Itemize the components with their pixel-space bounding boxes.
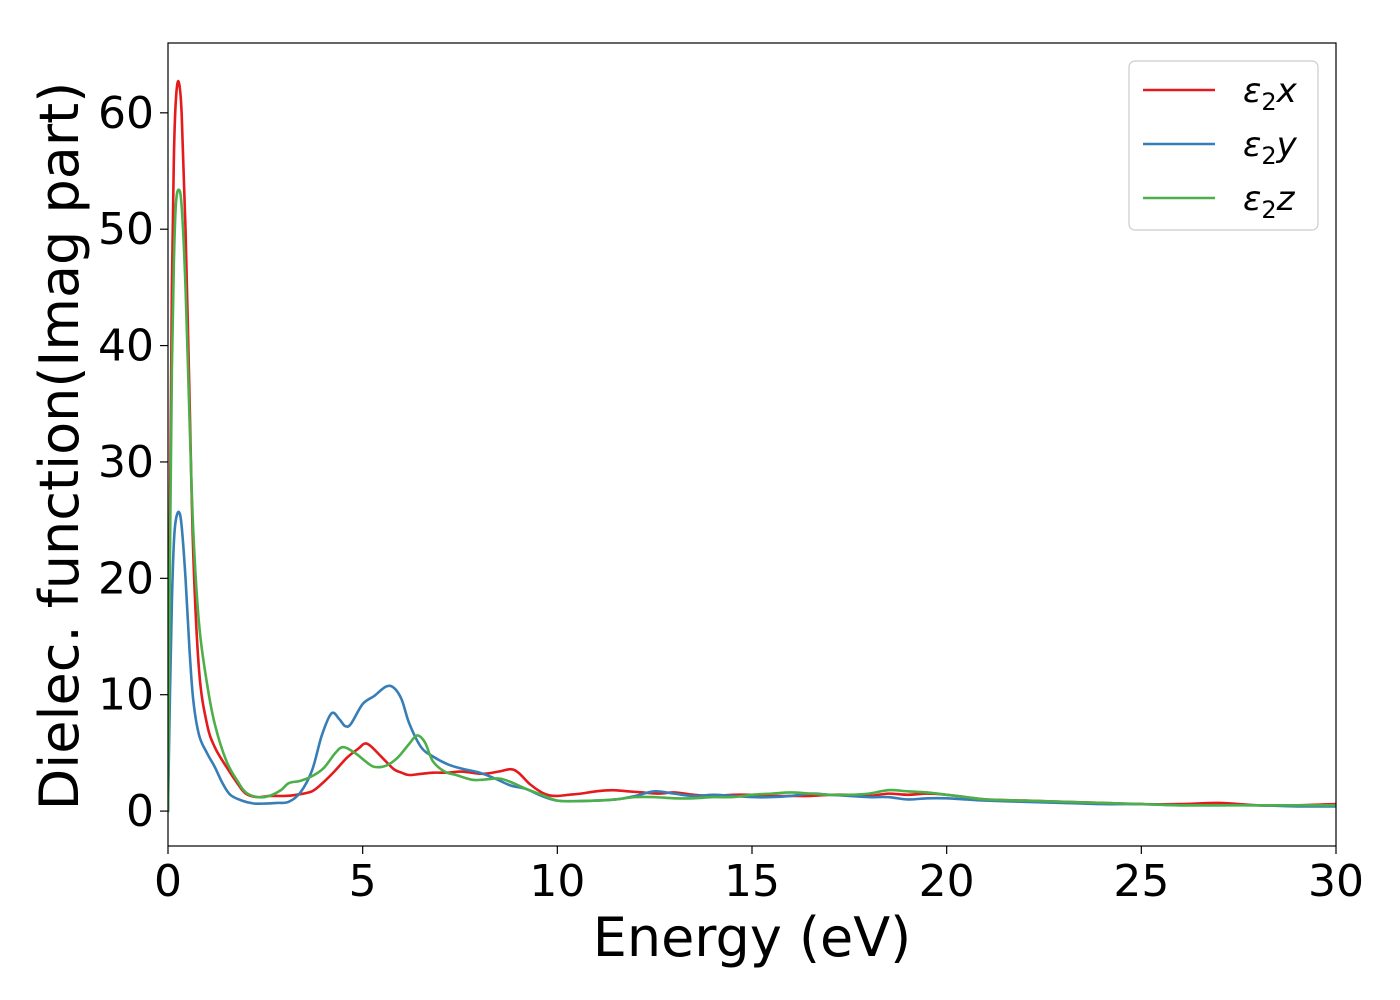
legend-label-eps2x: ε2x xyxy=(1243,71,1298,116)
x-tick-label: 25 xyxy=(1113,856,1169,907)
series-line-eps2z xyxy=(168,188,1336,813)
y-axis: 0 10 20 30 40 50 60 xyxy=(98,88,168,837)
x-tick-label: 10 xyxy=(529,856,585,907)
legend-subscript: 2 xyxy=(1261,142,1276,170)
legend-axis-letter: y xyxy=(1276,125,1298,165)
legend-subscript: 2 xyxy=(1261,196,1276,224)
y-tick-label: 30 xyxy=(98,437,154,488)
y-axis-label: Dielec. function(Imag part) xyxy=(28,82,91,811)
y-tick-label: 0 xyxy=(126,786,154,837)
y-tick-label: 20 xyxy=(98,553,154,604)
series-layer xyxy=(168,79,1336,813)
x-tick-label: 20 xyxy=(919,856,975,907)
y-tick-label: 10 xyxy=(98,670,154,721)
legend-label-eps2z: ε2z xyxy=(1243,179,1296,224)
x-axis: 0 5 10 15 20 25 30 xyxy=(154,846,1364,907)
x-tick-label: 15 xyxy=(724,856,780,907)
x-tick-label: 30 xyxy=(1308,856,1364,907)
legend-axis-letter: z xyxy=(1276,179,1296,219)
legend-symbol: ε xyxy=(1243,71,1261,111)
legend-symbol: ε xyxy=(1243,179,1261,219)
x-axis-label: Energy (eV) xyxy=(593,906,912,969)
legend-subscript: 2 xyxy=(1261,88,1276,116)
y-tick-label: 60 xyxy=(98,88,154,139)
legend-symbol: ε xyxy=(1243,125,1261,165)
series-line-eps2y xyxy=(168,510,1336,813)
x-tick-label: 0 xyxy=(154,856,182,907)
legend-label-eps2y: ε2y xyxy=(1243,125,1298,170)
y-tick-label: 50 xyxy=(98,204,154,255)
legend-axis-letter: x xyxy=(1276,71,1298,111)
legend-box xyxy=(1128,60,1319,231)
x-tick-label: 5 xyxy=(349,856,377,907)
y-tick-label: 40 xyxy=(98,321,154,372)
